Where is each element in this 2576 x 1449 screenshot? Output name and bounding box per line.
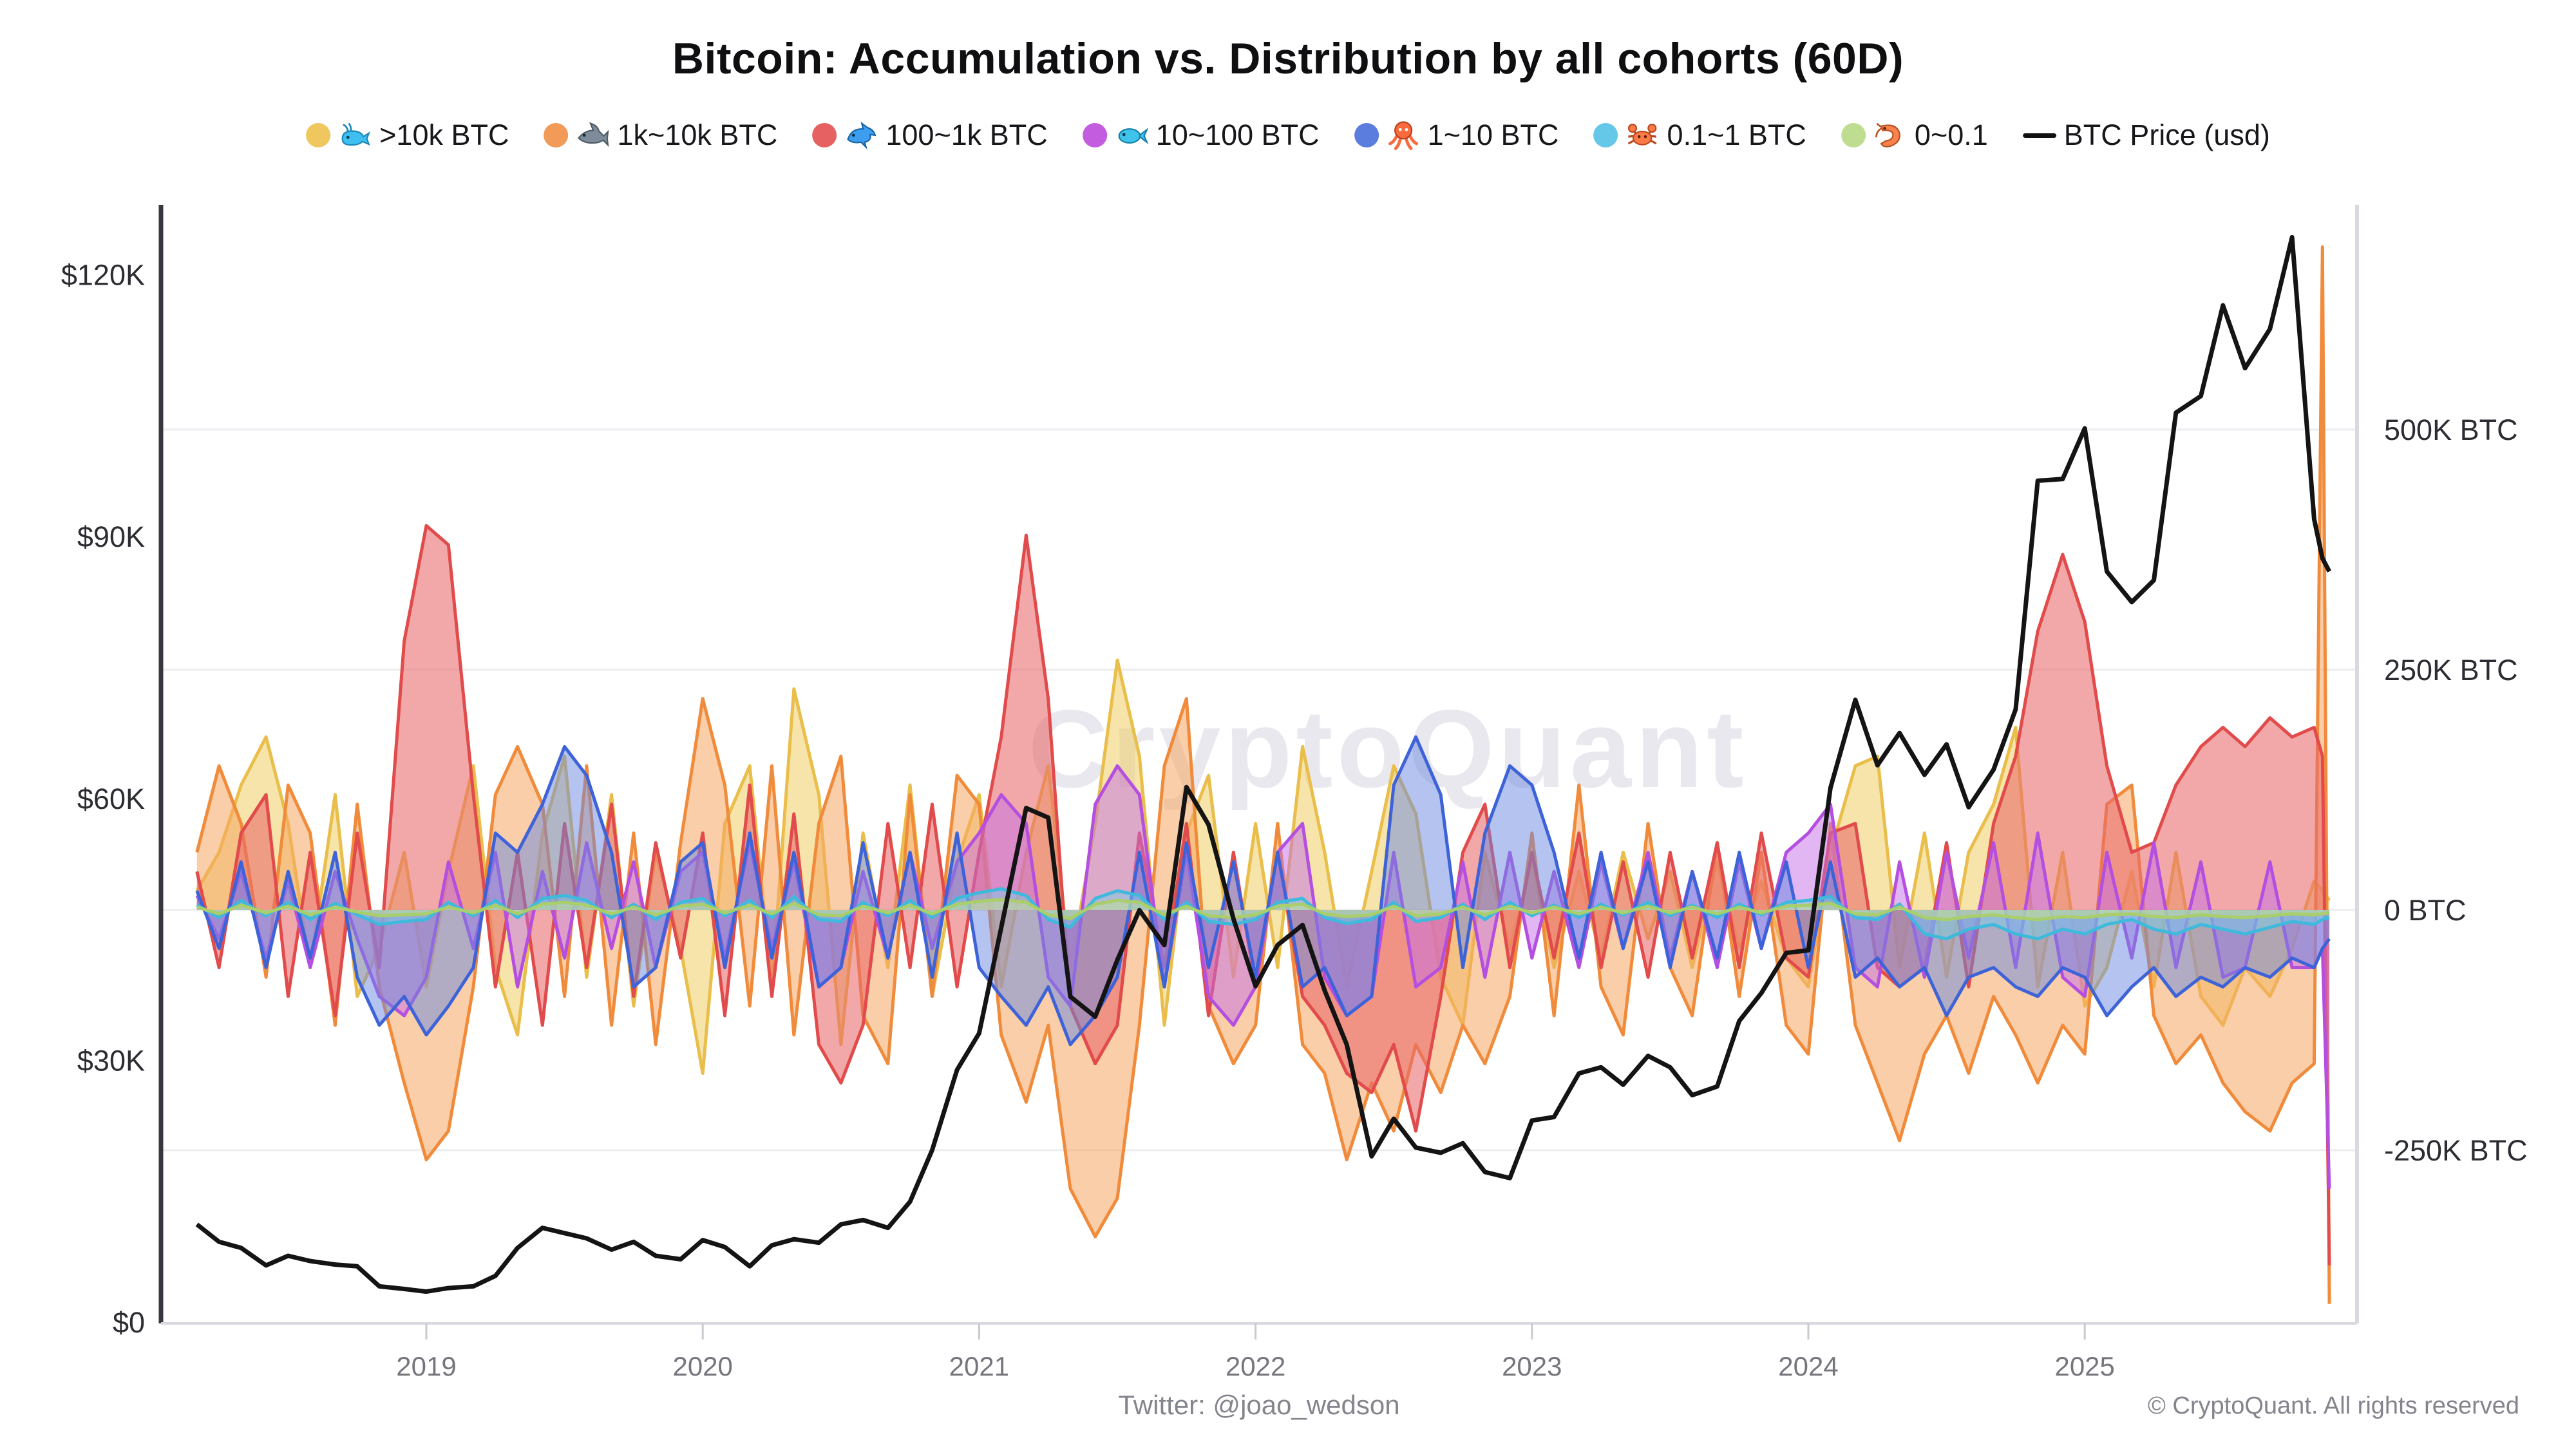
svg-text:-250K BTC: -250K BTC [2384, 1134, 2528, 1167]
axes [158, 205, 2359, 1325]
legend-item-shark[interactable]: 1k~10k BTC [544, 118, 777, 152]
svg-text:$120K: $120K [61, 259, 145, 292]
svg-text:$30K: $30K [77, 1044, 145, 1077]
twitter-credit: Twitter: @joao_wedson [1118, 1390, 1400, 1420]
svg-text:$0: $0 [113, 1306, 145, 1339]
svg-text:$90K: $90K [77, 520, 145, 553]
svg-text:0 BTC: 0 BTC [2384, 894, 2467, 927]
crab-icon [1628, 124, 1658, 146]
legend-dot-shrimp [1841, 123, 1866, 147]
legend-label: 100~1k BTC [886, 118, 1048, 151]
svg-text:500K BTC: 500K BTC [2384, 413, 2518, 446]
legend-label: 0~0.1 [1914, 118, 1988, 151]
svg-text:2019: 2019 [396, 1351, 456, 1381]
legend: >10k BTC 1k~10k BTC 100~1k BTC [306, 118, 2270, 152]
legend-item-fish[interactable]: 10~100 BTC [1082, 118, 1320, 152]
shrimp-icon [1875, 122, 1900, 147]
watermark: CryptoQuant [1028, 687, 1747, 811]
legend-dot-fish [1082, 123, 1107, 147]
legend-item-octopus[interactable]: 1~10 BTC [1354, 118, 1559, 152]
legend-label: 1k~10k BTC [617, 118, 778, 151]
legend-item-dolphin[interactable]: 100~1k BTC [812, 118, 1048, 152]
btc-price-line [195, 234, 2332, 1294]
cohort-areas [195, 245, 2331, 1304]
legend-item-shrimp[interactable]: 0~0.1 [1841, 118, 1988, 152]
legend-dot-whale [306, 123, 331, 147]
fish-icon [1118, 128, 1148, 144]
legend-item-crab[interactable]: 0.1~1 BTC [1593, 118, 1806, 152]
page-title: Bitcoin: Accumulation vs. Distribution b… [672, 34, 1904, 83]
legend-dot-dolphin [812, 123, 837, 147]
octopus-icon [1388, 121, 1418, 151]
shark-icon [578, 122, 609, 147]
legend-item-price[interactable]: BTC Price (usd) [2022, 118, 2270, 152]
whale-icon [341, 122, 370, 146]
svg-text:2025: 2025 [2054, 1351, 2114, 1381]
legend-item-whale[interactable]: >10k BTC [306, 118, 509, 152]
legend-dot-shark [544, 123, 569, 147]
legend-label: 0.1~1 BTC [1667, 118, 1806, 151]
svg-text:250K BTC: 250K BTC [2384, 654, 2518, 687]
svg-text:2020: 2020 [672, 1351, 732, 1381]
legend-label: BTC Price (usd) [2063, 118, 2270, 151]
svg-text:2022: 2022 [1226, 1351, 1285, 1381]
dolphin-icon [847, 121, 876, 150]
axis-labels: $0 $30K $60K $90K $120K 500K BTC 250K BTC 0 BTC… [61, 259, 2528, 1381]
copyright-notice: © CryptoQuant. All rights reserved [2147, 1392, 2519, 1419]
legend-label: 10~100 BTC [1155, 118, 1320, 151]
svg-text:2024: 2024 [1778, 1351, 1838, 1381]
svg-text:$60K: $60K [77, 782, 145, 815]
legend-dot-crab [1593, 123, 1618, 147]
legend-dot-octopus [1354, 123, 1379, 147]
legend-label: 1~10 BTC [1427, 118, 1559, 151]
svg-text:2021: 2021 [949, 1351, 1009, 1381]
price-line-swatch [2022, 133, 2056, 138]
svg-text:2023: 2023 [1502, 1351, 1562, 1381]
legend-label: >10k BTC [379, 118, 509, 151]
